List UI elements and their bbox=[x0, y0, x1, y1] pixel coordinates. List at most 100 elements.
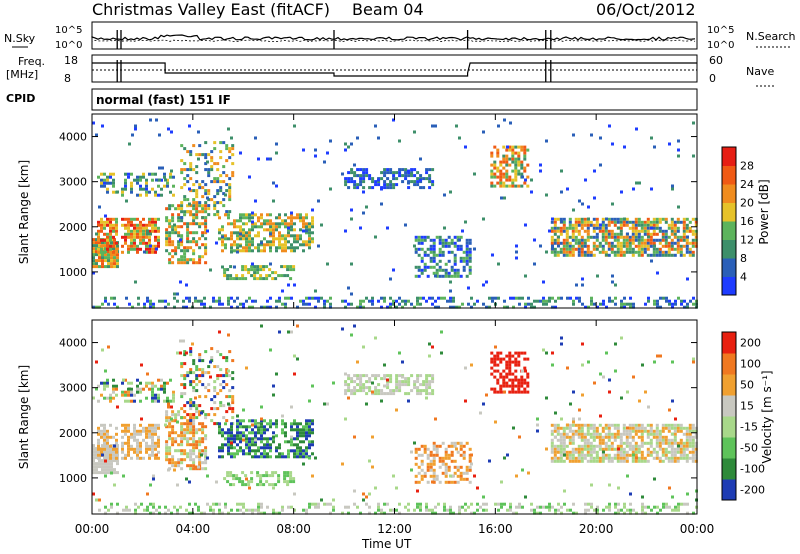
range-cell bbox=[643, 441, 647, 445]
range-cell bbox=[577, 456, 581, 460]
range-cell bbox=[634, 441, 638, 445]
range-cell bbox=[308, 431, 311, 435]
range-cell bbox=[311, 474, 314, 478]
range-cell bbox=[311, 296, 314, 300]
range-cell bbox=[174, 437, 178, 441]
range-cell bbox=[173, 505, 176, 509]
range-cell bbox=[380, 377, 384, 381]
range-cell bbox=[685, 247, 689, 251]
range-cell bbox=[583, 444, 587, 448]
range-cell bbox=[179, 351, 182, 355]
range-cell bbox=[230, 425, 233, 429]
range-cell bbox=[218, 216, 221, 220]
range-cell bbox=[124, 223, 127, 227]
range-cell bbox=[389, 180, 393, 184]
range-cell bbox=[422, 186, 426, 190]
range-cell bbox=[646, 232, 650, 236]
range-cell bbox=[272, 199, 275, 203]
range-cell bbox=[131, 133, 134, 137]
range-cell bbox=[104, 259, 107, 263]
range-cell bbox=[145, 187, 148, 191]
range-cell bbox=[269, 425, 272, 429]
range-cell bbox=[676, 241, 680, 245]
range-cell bbox=[183, 261, 187, 265]
range-cell bbox=[183, 198, 187, 202]
range-cell bbox=[216, 392, 220, 396]
range-cell bbox=[251, 431, 254, 435]
range-cell bbox=[691, 450, 695, 454]
range-cell bbox=[468, 480, 472, 484]
range-cell bbox=[677, 205, 680, 209]
range-cell bbox=[482, 502, 485, 506]
range-cell bbox=[278, 246, 281, 250]
range-cell bbox=[417, 235, 421, 239]
range-cell bbox=[171, 419, 175, 423]
range-cell bbox=[577, 220, 581, 224]
range-cell bbox=[233, 243, 236, 247]
range-cell bbox=[245, 428, 248, 432]
colorbar-tick-label: 15 bbox=[740, 400, 754, 413]
range-cell bbox=[245, 237, 248, 241]
range-cell bbox=[587, 360, 590, 364]
colorbar-segment bbox=[722, 353, 736, 375]
range-cell bbox=[401, 383, 405, 387]
range-cell bbox=[616, 450, 620, 454]
range-cell bbox=[616, 423, 620, 427]
range-cell bbox=[260, 440, 263, 444]
range-cell bbox=[550, 220, 554, 224]
range-cell bbox=[553, 238, 557, 242]
range-cell bbox=[371, 302, 374, 306]
range-cell bbox=[420, 271, 424, 275]
range-cell bbox=[619, 217, 623, 221]
range-cell bbox=[587, 205, 590, 209]
range-cell bbox=[239, 422, 242, 426]
range-cell bbox=[113, 247, 116, 251]
range-cell bbox=[200, 511, 203, 515]
range-cell bbox=[679, 235, 683, 239]
range-cell bbox=[622, 220, 626, 224]
range-cell bbox=[287, 228, 290, 232]
range-cell bbox=[571, 232, 575, 236]
range-cell bbox=[236, 428, 239, 432]
range-cell bbox=[104, 256, 107, 260]
range-cell bbox=[299, 299, 302, 303]
range-cell bbox=[148, 423, 151, 427]
range-cell bbox=[302, 299, 305, 303]
range-cell bbox=[323, 302, 326, 306]
range-cell bbox=[115, 447, 118, 451]
range-cell bbox=[218, 431, 221, 435]
range-cell bbox=[170, 511, 173, 515]
range-cell bbox=[632, 302, 635, 306]
range-cell bbox=[314, 296, 317, 300]
range-cell bbox=[435, 271, 439, 275]
range-cell bbox=[374, 486, 377, 490]
range-cell bbox=[186, 440, 190, 444]
range-cell bbox=[425, 392, 429, 396]
range-cell bbox=[221, 237, 224, 241]
range-cell bbox=[514, 151, 518, 155]
x-axis: 00:00 04:00 08:00 12:00 16:00 20:00 00:00 bbox=[75, 114, 714, 536]
range-cell bbox=[180, 452, 184, 456]
range-cell bbox=[595, 459, 599, 463]
range-cell bbox=[682, 226, 686, 230]
range-cell bbox=[269, 225, 272, 229]
range-cell bbox=[268, 268, 272, 272]
range-cell bbox=[103, 184, 106, 188]
range-cell bbox=[584, 502, 587, 506]
range-cell bbox=[429, 468, 433, 472]
range-cell bbox=[148, 426, 151, 430]
range-cell bbox=[453, 465, 457, 469]
range-cell bbox=[694, 459, 698, 463]
range-cell bbox=[127, 429, 130, 433]
range-cell bbox=[592, 223, 596, 227]
range-cell bbox=[260, 431, 263, 435]
range-cell bbox=[589, 441, 593, 445]
range-cell bbox=[598, 241, 602, 245]
range-cell bbox=[359, 383, 363, 387]
range-cell bbox=[247, 271, 251, 275]
range-cell bbox=[183, 350, 187, 354]
range-cell bbox=[353, 174, 357, 178]
range-cell bbox=[305, 437, 308, 441]
range-cell bbox=[450, 450, 454, 454]
range-cell bbox=[607, 253, 611, 257]
